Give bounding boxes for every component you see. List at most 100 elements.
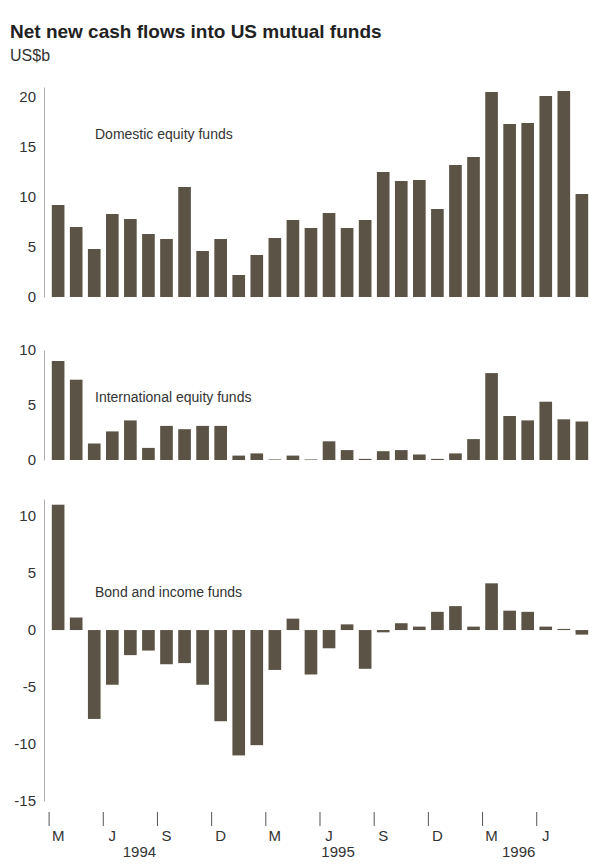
- bar: [160, 239, 173, 297]
- bar: [52, 361, 65, 460]
- tick-label: 15: [19, 138, 36, 155]
- tick-mark: [536, 812, 537, 826]
- bar: [287, 619, 300, 630]
- tick: J: [103, 812, 116, 844]
- bars: [52, 361, 588, 460]
- year-label: 1996: [502, 843, 535, 860]
- tick: M: [266, 812, 281, 844]
- tick: -5: [23, 678, 44, 695]
- bar: [124, 630, 137, 655]
- bar: [503, 611, 516, 630]
- bar: [269, 459, 282, 460]
- x-axis: MJSDMJSDMJ: [49, 812, 549, 844]
- bar: [395, 181, 408, 297]
- tick: D: [428, 812, 443, 844]
- panel: 0510International equity funds: [19, 341, 588, 468]
- bar: [467, 627, 480, 630]
- bar: [305, 459, 318, 460]
- bar: [214, 239, 227, 297]
- chart: Net new cash flows into US mutual funds U…: [0, 0, 600, 867]
- bar: [377, 451, 390, 460]
- bar: [431, 612, 444, 630]
- bar: [269, 630, 282, 670]
- y-axis: -15-10-50510: [14, 500, 44, 810]
- tick: J: [320, 812, 333, 844]
- year-label: 1995: [321, 843, 354, 860]
- bar: [576, 422, 589, 461]
- panel-title: Bond and income funds: [95, 584, 242, 600]
- tick-label: M: [485, 827, 498, 844]
- bar: [70, 227, 83, 297]
- tick-label: M: [52, 827, 65, 844]
- bar: [557, 629, 570, 630]
- bar: [124, 420, 137, 460]
- subtitle: US$b: [10, 47, 50, 64]
- bar: [196, 251, 209, 297]
- tick-mark: [265, 812, 266, 826]
- bar: [449, 165, 462, 297]
- tick: M: [483, 812, 498, 844]
- tick-label: 10: [19, 507, 36, 524]
- tick: 5: [28, 238, 44, 255]
- bar: [232, 275, 245, 297]
- bar: [232, 456, 245, 460]
- bar: [557, 419, 570, 460]
- bar: [323, 441, 336, 460]
- panel: -15-10-50510Bond and income fundsMJSDMJS…: [14, 500, 588, 861]
- bar: [521, 612, 534, 630]
- tick-mark: [320, 812, 321, 826]
- tick: 15: [19, 138, 44, 155]
- panel: 05101520Domestic equity funds: [19, 88, 588, 306]
- bar: [178, 187, 191, 297]
- axis-line: [44, 351, 45, 461]
- bars: [52, 505, 588, 756]
- tick-label: 0: [28, 288, 36, 305]
- bar: [106, 431, 119, 460]
- year-label: 1994: [123, 843, 156, 860]
- tick: -15: [14, 792, 44, 809]
- bar: [305, 228, 318, 297]
- tick: 0: [28, 288, 44, 305]
- bar: [413, 627, 426, 630]
- tick-label: -10: [14, 735, 36, 752]
- y-axis: 0 5 10 15 20: [19, 88, 44, 306]
- bar: [269, 238, 282, 297]
- bar: [449, 606, 462, 630]
- bar: [178, 630, 191, 663]
- bar: [323, 630, 336, 648]
- bar: [576, 630, 589, 635]
- bar: [88, 444, 101, 461]
- bar: [359, 220, 372, 297]
- y-axis: 0510: [19, 341, 44, 468]
- bar: [196, 426, 209, 460]
- tick: 10: [19, 188, 44, 205]
- tick: 10: [19, 507, 44, 524]
- tick-label: 0: [28, 451, 36, 468]
- tick-label: -15: [14, 792, 36, 809]
- axis-line: [44, 88, 45, 298]
- bar: [359, 630, 372, 669]
- tick-label: 20: [19, 88, 36, 105]
- tick: S: [374, 812, 388, 844]
- tick-label: J: [109, 827, 117, 844]
- bar: [214, 426, 227, 460]
- bar: [287, 220, 300, 297]
- bar: [413, 180, 426, 297]
- tick-label: 10: [19, 188, 36, 205]
- bar: [250, 453, 263, 460]
- tick: S: [157, 812, 171, 844]
- bar: [557, 91, 570, 297]
- tick: M: [49, 812, 64, 844]
- tick-label: J: [542, 827, 550, 844]
- title: Net new cash flows into US mutual funds: [10, 21, 382, 42]
- tick: 5: [28, 396, 44, 413]
- bar: [124, 219, 137, 297]
- bar: [214, 630, 227, 721]
- tick: 0: [28, 621, 44, 638]
- bar: [160, 630, 173, 664]
- bar: [503, 124, 516, 297]
- bar: [485, 583, 498, 630]
- bar: [305, 630, 318, 674]
- panel-title: International equity funds: [95, 389, 251, 405]
- bar: [341, 450, 354, 460]
